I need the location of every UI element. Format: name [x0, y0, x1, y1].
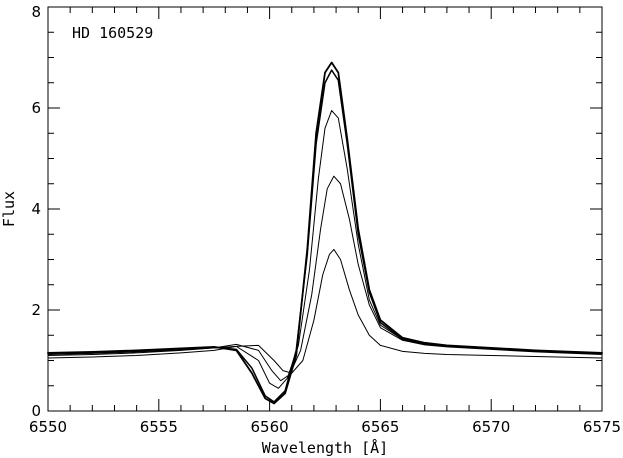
x-tick-label: 6565 [361, 418, 399, 436]
x-tick-label: 6555 [140, 418, 178, 436]
x-tick-label: 6550 [29, 418, 67, 436]
spectrum-series-line [47, 248, 603, 374]
y-tick-label: 6 [31, 99, 41, 117]
y-tick-label: 0 [31, 402, 41, 420]
y-axis-ticks: 0 2 4 6 8 [31, 3, 602, 420]
x-axis-ticks: 6550 6555 6560 6565 6570 6575 [29, 7, 621, 436]
x-tick-label: 6570 [472, 418, 510, 436]
series-layer [47, 61, 603, 405]
star-annotation: HD 160529 [72, 24, 153, 42]
y-axis-title: Flux [0, 191, 18, 227]
x-tick-label: 6575 [583, 418, 621, 436]
x-axis-title: Wavelength [Å] [262, 438, 388, 457]
spectrum-series-line [47, 110, 603, 389]
y-tick-label: 8 [31, 3, 41, 21]
x-tick-label: 6560 [251, 418, 289, 436]
spectrum-series-line [47, 175, 603, 382]
y-tick-label: 4 [31, 200, 41, 218]
y-tick-label: 2 [31, 301, 41, 319]
